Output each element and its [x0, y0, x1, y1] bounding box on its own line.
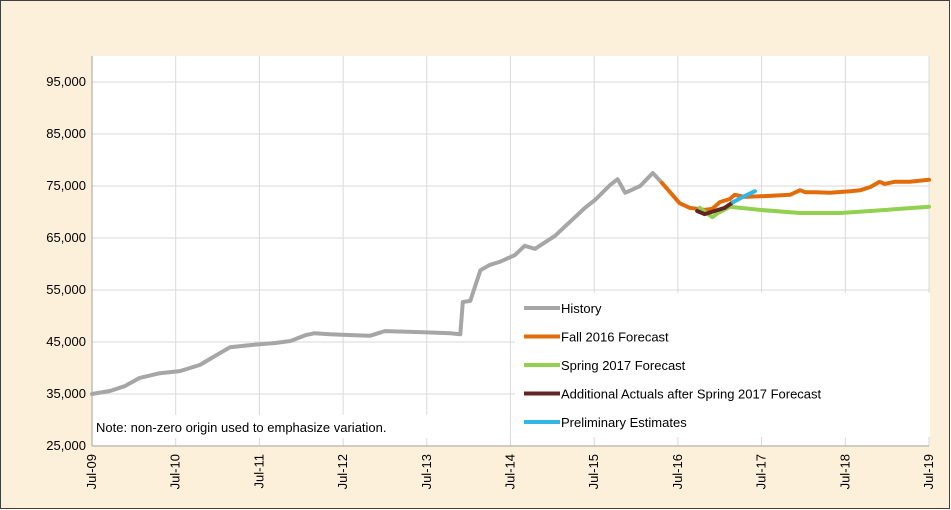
series-line [695, 200, 736, 217]
x-tick-label: Jul-09 [84, 454, 99, 489]
x-tick-label: Jul-17 [754, 454, 769, 489]
legend-label: Additional Actuals after Spring 2017 For… [561, 387, 822, 402]
series-line [697, 204, 931, 220]
x-tick-label: Jul-18 [837, 454, 852, 489]
y-tick-label: 45,000 [46, 334, 86, 349]
annotation-box [93, 415, 471, 438]
legend: History Fall 2016 Forecast Spring 2017 For… [515, 293, 930, 437]
x-tick-label: Jul-13 [419, 454, 434, 489]
annotation: Note: non-zero origin used to emphasize … [96, 420, 387, 435]
x-tick-label: Jul-12 [335, 454, 350, 489]
x-tick-label: Jul-15 [586, 454, 601, 489]
y-tick-label: 65,000 [46, 230, 86, 245]
legend-label: History [561, 301, 602, 316]
legend-label: Preliminary Estimates [561, 415, 687, 430]
x-tick-label: Jul-14 [503, 454, 518, 489]
y-tick-label: 35,000 [46, 386, 86, 401]
x-tick-label: Jul-10 [168, 454, 183, 489]
legend-box [515, 293, 930, 437]
y-tick-label: 95,000 [46, 74, 86, 89]
series-line [660, 177, 931, 212]
x-tick-label: Jul-19 [921, 454, 936, 489]
series-line [731, 189, 757, 205]
x-tick-label: Jul-11 [251, 454, 266, 488]
legend-label: Fall 2016 Forecast [561, 330, 669, 345]
x-tick-label: Jul-16 [670, 454, 685, 489]
y-tick-label: 55,000 [46, 282, 86, 297]
y-tick-label: 75,000 [46, 178, 86, 193]
legend-label: Spring 2017 Forecast [561, 358, 686, 373]
series-line [90, 171, 664, 396]
y-tick-label: 85,000 [46, 126, 86, 141]
y-tick-label: 25,000 [46, 438, 86, 453]
